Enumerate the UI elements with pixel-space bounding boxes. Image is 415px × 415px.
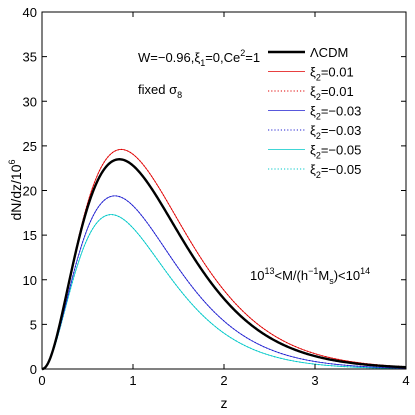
- y-tick-label: 5: [30, 317, 37, 332]
- x-tick-label: 4: [402, 373, 409, 388]
- series-line: [41, 214, 407, 370]
- y-tick-label: 40: [23, 5, 37, 20]
- legend-label: ξ2=0.01: [310, 65, 354, 83]
- series-line: [41, 149, 407, 370]
- x-axis-label: z: [221, 395, 228, 411]
- y-tick-label: 30: [23, 94, 37, 109]
- y-tick-label: 35: [23, 50, 37, 65]
- legend-label: ξ2=−0.03: [310, 104, 361, 122]
- y-tick-label: 25: [23, 139, 37, 154]
- annotation-params: W=−0.96,ξ1=0,Ce2=1: [138, 48, 260, 68]
- legend-label: ΛCDM: [310, 45, 348, 60]
- legend-label: ξ2=−0.05: [310, 162, 361, 180]
- y-tick-label: 15: [23, 228, 37, 243]
- y-tick-label: 10: [23, 273, 37, 288]
- series-line: [41, 158, 407, 371]
- series-line: [41, 195, 407, 370]
- y-tick-label: 0: [30, 362, 37, 377]
- annotation-mass-range: 1013<M/(h−1Ms)<1014: [250, 266, 370, 286]
- series-line: [41, 214, 407, 370]
- x-tick-label: 2: [220, 373, 227, 388]
- x-tick-label: 1: [129, 373, 136, 388]
- annotation-fixed-sigma: fixed σ8: [138, 82, 182, 100]
- legend-label: ξ2=−0.03: [310, 123, 361, 141]
- x-tick-label: 3: [311, 373, 318, 388]
- y-tick-label: 20: [23, 184, 37, 199]
- legend-label: ξ2=0.01: [310, 84, 354, 102]
- x-tick-label: 0: [38, 373, 45, 388]
- y-axis-label: dN/dz/106: [7, 159, 24, 220]
- curves-layer: [41, 148, 407, 371]
- legend-label: ξ2=−0.05: [310, 143, 361, 161]
